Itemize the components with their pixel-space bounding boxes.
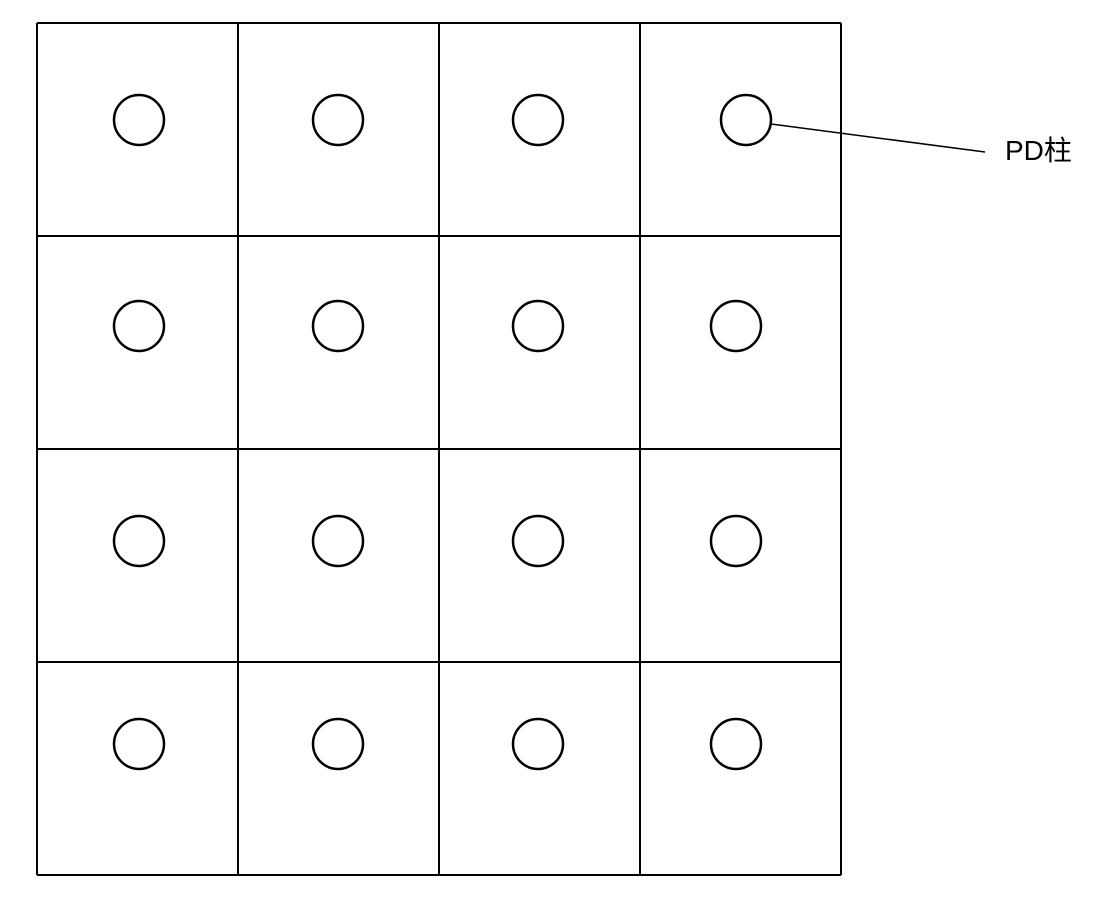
diagram-container: PD柱 [20, 20, 1093, 901]
grid-diagram: PD柱 [20, 20, 1093, 901]
pd-label: PD柱 [1005, 135, 1072, 166]
